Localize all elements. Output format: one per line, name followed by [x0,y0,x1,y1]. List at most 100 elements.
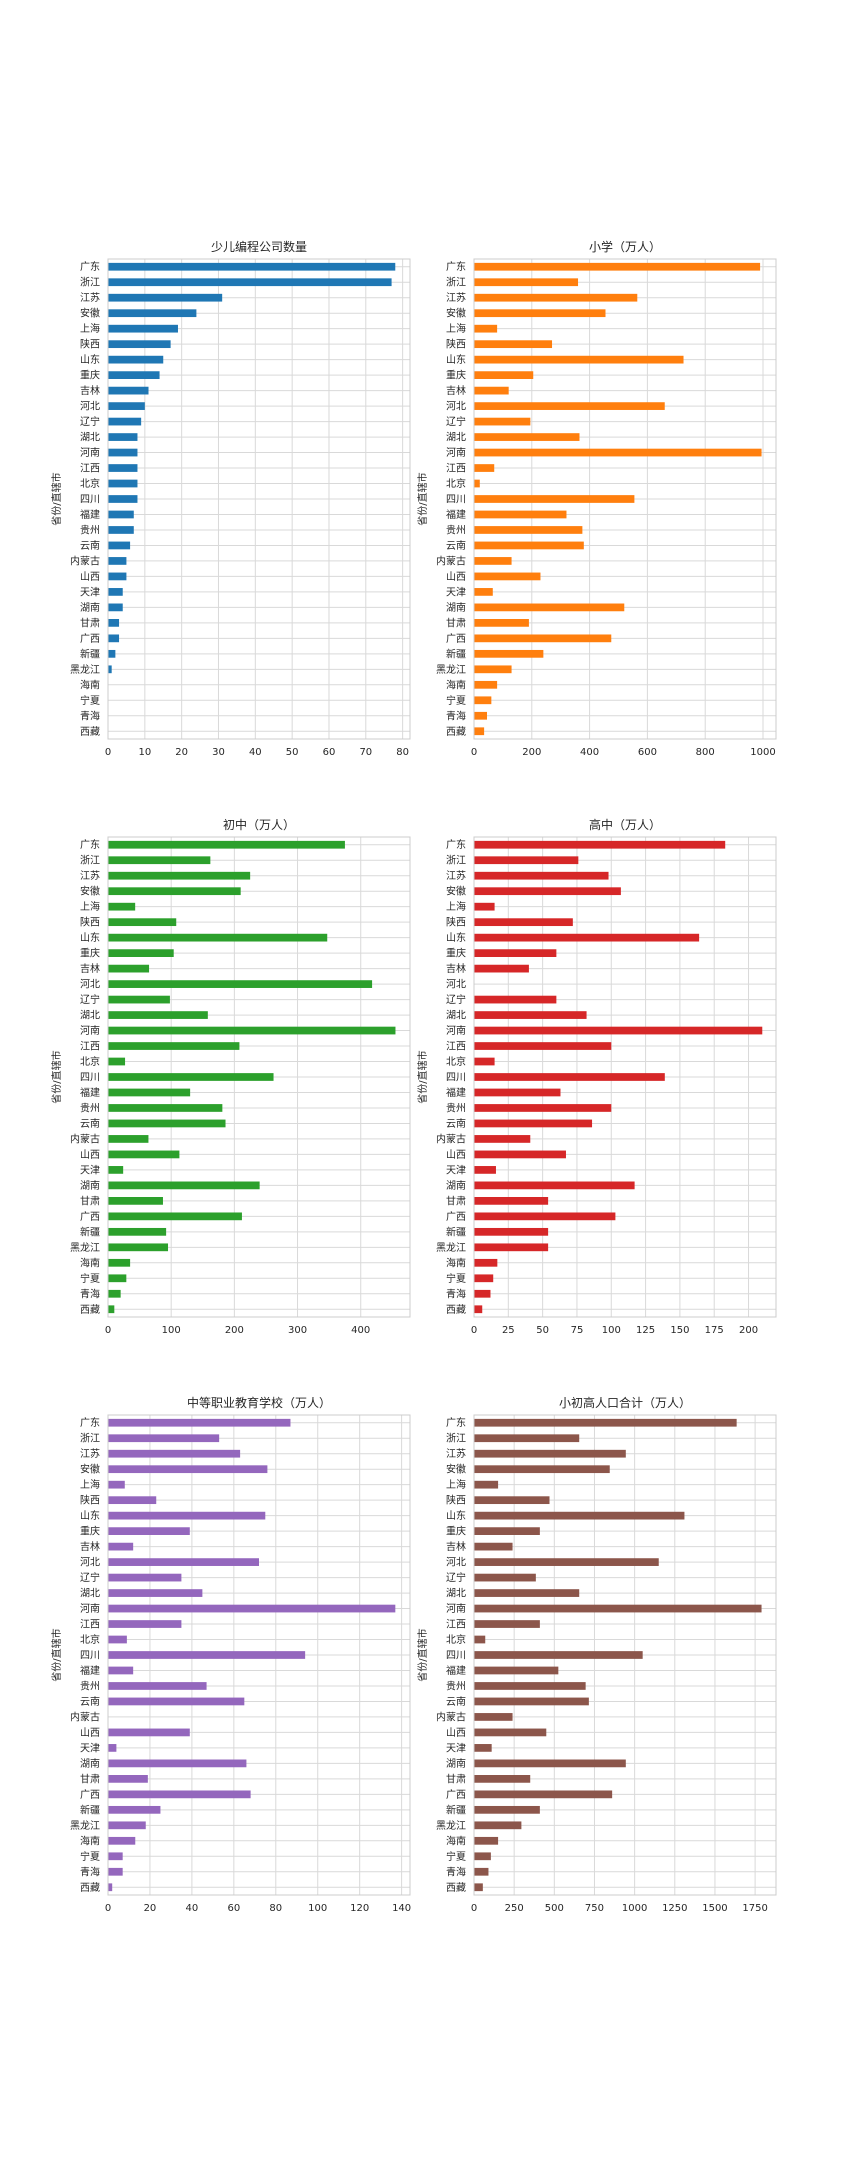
x-tick-label: 125 [636,1325,655,1336]
y-tick-label: 贵州 [80,523,100,536]
bar [474,479,480,488]
y-tick-label: 山东 [446,1509,466,1522]
x-tick-label: 75 [571,1325,584,1336]
bar [108,1181,260,1190]
y-tick-label: 辽宁 [446,993,466,1006]
y-tick-label: 北京 [80,477,100,490]
y-tick-label: 上海 [80,900,100,913]
y-tick-label: 福建 [446,1664,466,1677]
y-tick-label: 新疆 [446,1803,466,1816]
bar [474,887,621,896]
y-tick-label: 广东 [80,1416,100,1429]
x-tick-label: 200 [739,1325,758,1336]
y-axis-label: 省份/直辖市 [50,1050,63,1103]
x-tick-label: 1500 [702,1903,727,1914]
y-tick-label: 广西 [80,1789,100,1801]
y-tick-label: 海南 [446,678,466,691]
y-tick-label: 江苏 [80,1447,100,1460]
x-tick-label: 600 [638,747,657,758]
bar [108,402,145,410]
bar [474,355,684,364]
y-tick-label: 北京 [446,477,466,490]
x-tick-label: 60 [323,747,336,758]
x-tick-label: 0 [471,747,477,758]
y-tick-label: 安徽 [80,1463,100,1476]
y-tick-label: 湖南 [80,1179,100,1192]
y-tick-label: 湖南 [446,601,466,614]
y-tick-label: 天津 [80,1164,100,1176]
x-tick-label: 0 [105,1903,111,1914]
bar [474,964,529,973]
bar [108,433,138,441]
y-tick-label: 福建 [446,1086,466,1099]
bar [474,1480,499,1489]
bar [474,1713,513,1721]
bar [474,1042,612,1050]
bar [108,1697,245,1706]
x-tick-label: 20 [144,1903,157,1914]
bar [474,1573,536,1582]
y-tick-label: 湖南 [80,1757,100,1770]
bar [108,1011,208,1019]
bar [474,1305,483,1314]
bar [474,1465,610,1474]
bar [108,964,150,973]
y-tick-label: 天津 [446,1164,466,1176]
y-tick-label: 福建 [446,508,466,521]
bar [474,588,493,596]
bar [474,1088,561,1097]
y-tick-label: 山西 [446,571,466,583]
bar [108,1527,190,1535]
y-axis-label: 省份/直辖市 [416,1628,429,1681]
bar [108,1790,251,1799]
x-tick-label: 400 [351,1325,370,1336]
bar [108,1258,131,1267]
y-tick-label: 河北 [80,979,100,991]
bar [474,933,700,942]
y-tick-label: 福建 [80,1664,100,1677]
y-tick-label: 重庆 [80,1525,100,1538]
bar [108,933,328,942]
bar [108,1166,124,1174]
y-tick-label: 江西 [446,1619,466,1631]
y-tick-label: 湖北 [446,432,466,444]
bar [474,1527,540,1535]
y-tick-label: 贵州 [446,523,466,536]
y-tick-label: 安徽 [80,885,100,898]
y-tick-label: 宁夏 [80,1272,100,1285]
bar [474,1511,685,1520]
y-tick-label: 黑龙江 [436,1819,466,1832]
bar [474,1026,763,1035]
x-tick-label: 40 [186,1903,199,1914]
x-tick-label: 0 [471,1903,477,1914]
bar [474,1867,489,1876]
y-tick-label: 山东 [80,931,100,944]
x-tick-label: 250 [505,1903,524,1914]
y-tick-label: 西藏 [80,1882,100,1894]
y-tick-label: 青海 [80,1865,100,1878]
bar [474,1836,499,1845]
y-tick-label: 陕西 [80,916,100,929]
y-tick-label: 河南 [446,1024,466,1037]
y-tick-label: 陕西 [80,1494,100,1507]
x-tick-label: 200 [225,1325,244,1336]
bar [108,355,164,364]
y-tick-label: 云南 [80,1695,100,1708]
x-tick-label: 300 [288,1325,307,1336]
y-tick-label: 重庆 [446,947,466,960]
y-tick-label: 四川 [80,1073,100,1084]
y-tick-label: 黑龙江 [436,1241,466,1254]
bar [108,1651,306,1659]
y-tick-label: 浙江 [446,855,466,867]
bar [108,1558,259,1566]
bar [108,1289,121,1298]
bar [108,1465,268,1474]
bar [474,1682,586,1690]
plot-frame [473,258,777,740]
y-tick-label: 江西 [80,1041,100,1053]
bar [108,1073,274,1081]
y-tick-label: 山西 [80,1149,100,1161]
x-tick-label: 0 [105,1325,111,1336]
y-tick-label: 山西 [80,571,100,583]
